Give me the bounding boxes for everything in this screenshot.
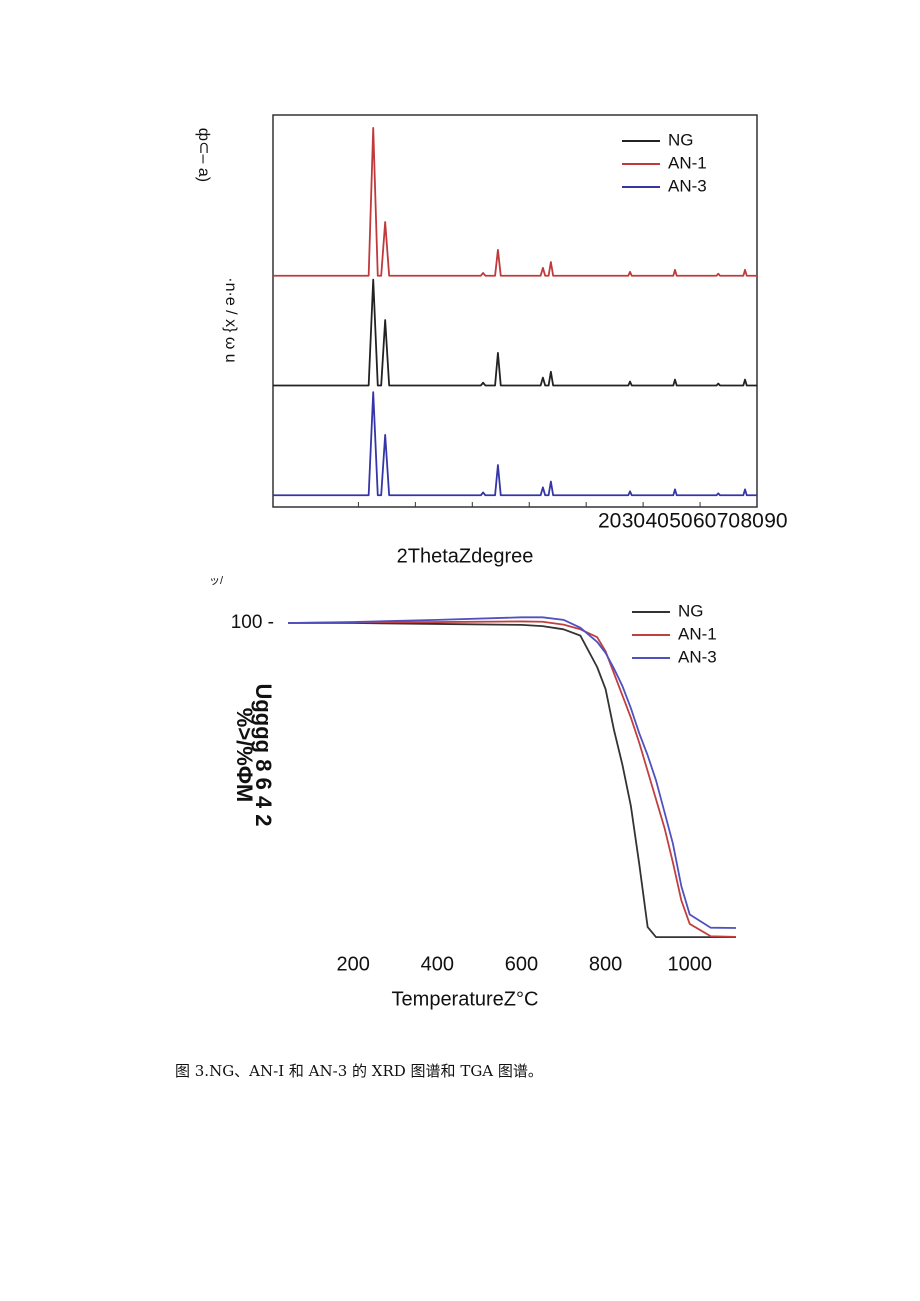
x-tick-label: 80 <box>741 510 764 533</box>
legend-label: NG <box>678 601 704 620</box>
data-line <box>287 616 737 929</box>
y-tick-label: 100 - <box>231 612 274 633</box>
data-line <box>287 620 737 938</box>
y-axis-label: ·n·e / x} ω u <box>222 277 239 362</box>
panel-label: ф⊂– a) <box>195 128 212 182</box>
x-tick-label: 40 <box>646 510 669 533</box>
x-tick-label: 200 <box>337 953 370 975</box>
legend-label: NG <box>668 130 694 149</box>
plot-frame <box>272 114 758 508</box>
x-tick-label: 60 <box>693 510 716 533</box>
data-line <box>273 127 757 277</box>
panel-label: ッ/ <box>209 575 224 587</box>
data-line <box>288 622 736 939</box>
x-axis-label: TemperatureZ°C <box>392 988 539 1010</box>
x-tick-label: 600 <box>505 953 538 975</box>
x-tick-label: 20 <box>598 510 621 533</box>
data-line <box>273 278 757 387</box>
x-tick-label: 800 <box>589 953 622 975</box>
legend-label: AN-1 <box>678 624 717 643</box>
data-line <box>273 391 757 497</box>
x-tick-label: 50 <box>669 510 692 533</box>
x-tick-label: 70 <box>717 510 740 533</box>
legend-label: AN-1 <box>668 153 707 172</box>
legend-label: AN-3 <box>668 176 707 195</box>
x-axis-label: 2ThetaZdegree <box>397 545 534 567</box>
x-tick-label: 90 <box>764 510 787 533</box>
legend-label: AN-3 <box>678 647 717 666</box>
x-tick-label: 1000 <box>667 953 712 975</box>
x-tick-label: 400 <box>421 953 454 975</box>
x-tick-label: 30 <box>622 510 645 533</box>
y-axis-text: Ugggg 8 6 4 2 <box>251 683 276 826</box>
y-axis-label: %>/%ΦM <box>232 708 257 802</box>
figure-caption: 图 3.NG、AN-I 和 AN-3 的 XRD 图谱和 TGA 图谱。 <box>175 1062 543 1080</box>
